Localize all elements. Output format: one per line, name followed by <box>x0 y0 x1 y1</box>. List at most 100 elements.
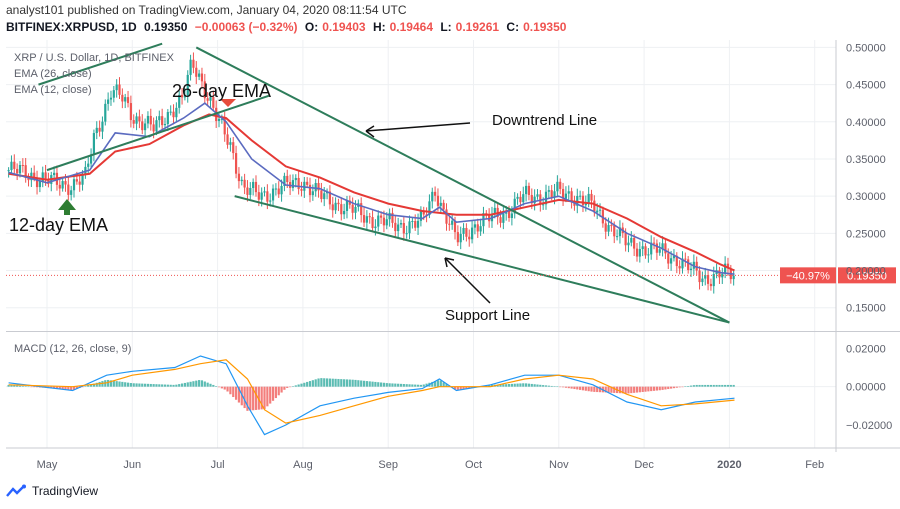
candle-body <box>331 204 334 211</box>
candle-body <box>172 111 175 118</box>
candle-body <box>78 181 81 185</box>
macd-histogram-bar <box>533 384 536 387</box>
macd-histogram-bar <box>24 386 27 387</box>
candle-body <box>706 274 710 284</box>
macd-histogram-bar <box>593 386 596 392</box>
candle-body <box>260 192 263 200</box>
symbol-label[interactable]: BITFINEX:XRPUSD, 1D <box>6 20 137 34</box>
macd-histogram-bar <box>468 386 471 389</box>
price-chart[interactable]: 26-day EMA 12-day EMA Downtrend Line Suppor… <box>0 0 900 480</box>
candle-body <box>630 237 633 243</box>
candle-body <box>124 97 127 102</box>
macd-histogram-bar <box>570 386 573 389</box>
macd-histogram-bar <box>89 384 93 387</box>
macd-histogram-bar <box>280 386 283 393</box>
macd-histogram-bar <box>408 384 411 387</box>
candle-body <box>670 258 673 264</box>
macd-histogram-bar <box>442 382 445 387</box>
macd-histogram-bar <box>195 380 198 387</box>
macd-histogram-bar <box>539 384 542 387</box>
candle-body <box>658 249 661 253</box>
downtrend-arrow-head-icon <box>365 125 375 138</box>
macd-histogram-bar <box>155 384 158 387</box>
candle-body <box>33 172 36 178</box>
candle-body <box>553 191 556 198</box>
candle-body <box>58 184 61 189</box>
macd-histogram-bar <box>291 386 295 387</box>
macd-histogram-bar <box>661 386 664 390</box>
candle-body <box>724 263 727 274</box>
macd-histogram-bar <box>434 381 437 387</box>
candle-body <box>192 59 195 68</box>
time-tick-label: Dec <box>634 459 654 471</box>
candle-body <box>354 206 357 213</box>
candle-body <box>314 183 317 192</box>
candle-body <box>468 236 471 240</box>
macd-histogram-bar <box>374 381 377 387</box>
macd-histogram-bar <box>630 386 633 394</box>
macd-histogram-bar <box>425 383 428 387</box>
candle-body <box>399 223 403 225</box>
candle-body <box>391 212 394 223</box>
price-tick-label: 0.30000 <box>846 191 886 203</box>
macd-histogram-bar <box>75 386 78 389</box>
downtrend-line <box>195 46 730 324</box>
candle-body <box>385 219 388 226</box>
candle-body <box>158 116 161 121</box>
macd-histogram-bar <box>243 386 246 409</box>
candle-body <box>445 209 448 224</box>
candle-body <box>581 195 585 206</box>
candle-body <box>544 191 548 205</box>
candle-body <box>362 215 366 223</box>
macd-histogram-bar <box>382 382 386 387</box>
macd-histogram-bar <box>652 386 656 391</box>
macd-histogram-bar <box>377 382 380 387</box>
close-label: C: <box>506 20 520 34</box>
macd-histogram-bar <box>689 385 693 387</box>
macd-histogram-bar <box>200 380 204 387</box>
macd-histogram-bar <box>217 386 221 388</box>
macd-histogram-bar <box>641 386 644 392</box>
macd-histogram-bar <box>337 378 340 387</box>
macd-histogram-bar <box>698 384 701 387</box>
macd-histogram-bar <box>263 386 266 410</box>
macd-histogram-bar <box>294 385 297 387</box>
candle-body <box>328 191 332 205</box>
macd-histogram-bar <box>695 384 698 387</box>
candle-body <box>641 246 644 250</box>
macd-histogram-bar <box>556 386 559 388</box>
macd-histogram-bar <box>732 384 735 387</box>
candle-body <box>476 224 479 232</box>
macd-histogram-bar <box>357 380 360 387</box>
macd-histogram-bar <box>129 383 132 387</box>
brand-label[interactable]: TradingView <box>32 484 99 498</box>
macd-histogram-bar <box>638 386 641 393</box>
ema26-line <box>8 113 735 272</box>
candle-body <box>539 194 542 205</box>
candle-body <box>249 187 252 195</box>
candle-body <box>98 127 101 132</box>
macd-histogram-bar <box>613 386 616 393</box>
macd-histogram-bar <box>667 386 670 390</box>
macd-histogram-bar <box>158 384 161 387</box>
macd-histogram-bar <box>220 386 223 389</box>
candle-body <box>533 196 536 204</box>
candle-body <box>141 121 144 131</box>
macd-histogram-bar <box>604 386 607 393</box>
candle-body <box>394 222 397 232</box>
candle-body <box>698 270 701 283</box>
macd-histogram-bar <box>704 384 707 387</box>
macd-histogram-bar <box>53 386 56 389</box>
candle-body <box>317 183 320 191</box>
price-tick-label: 0.20000 <box>846 266 886 278</box>
candle-body <box>291 180 295 188</box>
candle-body <box>530 194 533 204</box>
macd-histogram-bar <box>16 385 19 387</box>
candle-body <box>624 233 627 246</box>
macd-histogram-bar <box>67 386 70 390</box>
macd-histogram-bar <box>260 386 263 410</box>
candle-body <box>590 193 593 201</box>
macd-histogram-bar <box>687 386 690 387</box>
price-tick-label: 0.40000 <box>846 117 886 129</box>
price-badge-label: 0.19350 <box>847 270 887 282</box>
